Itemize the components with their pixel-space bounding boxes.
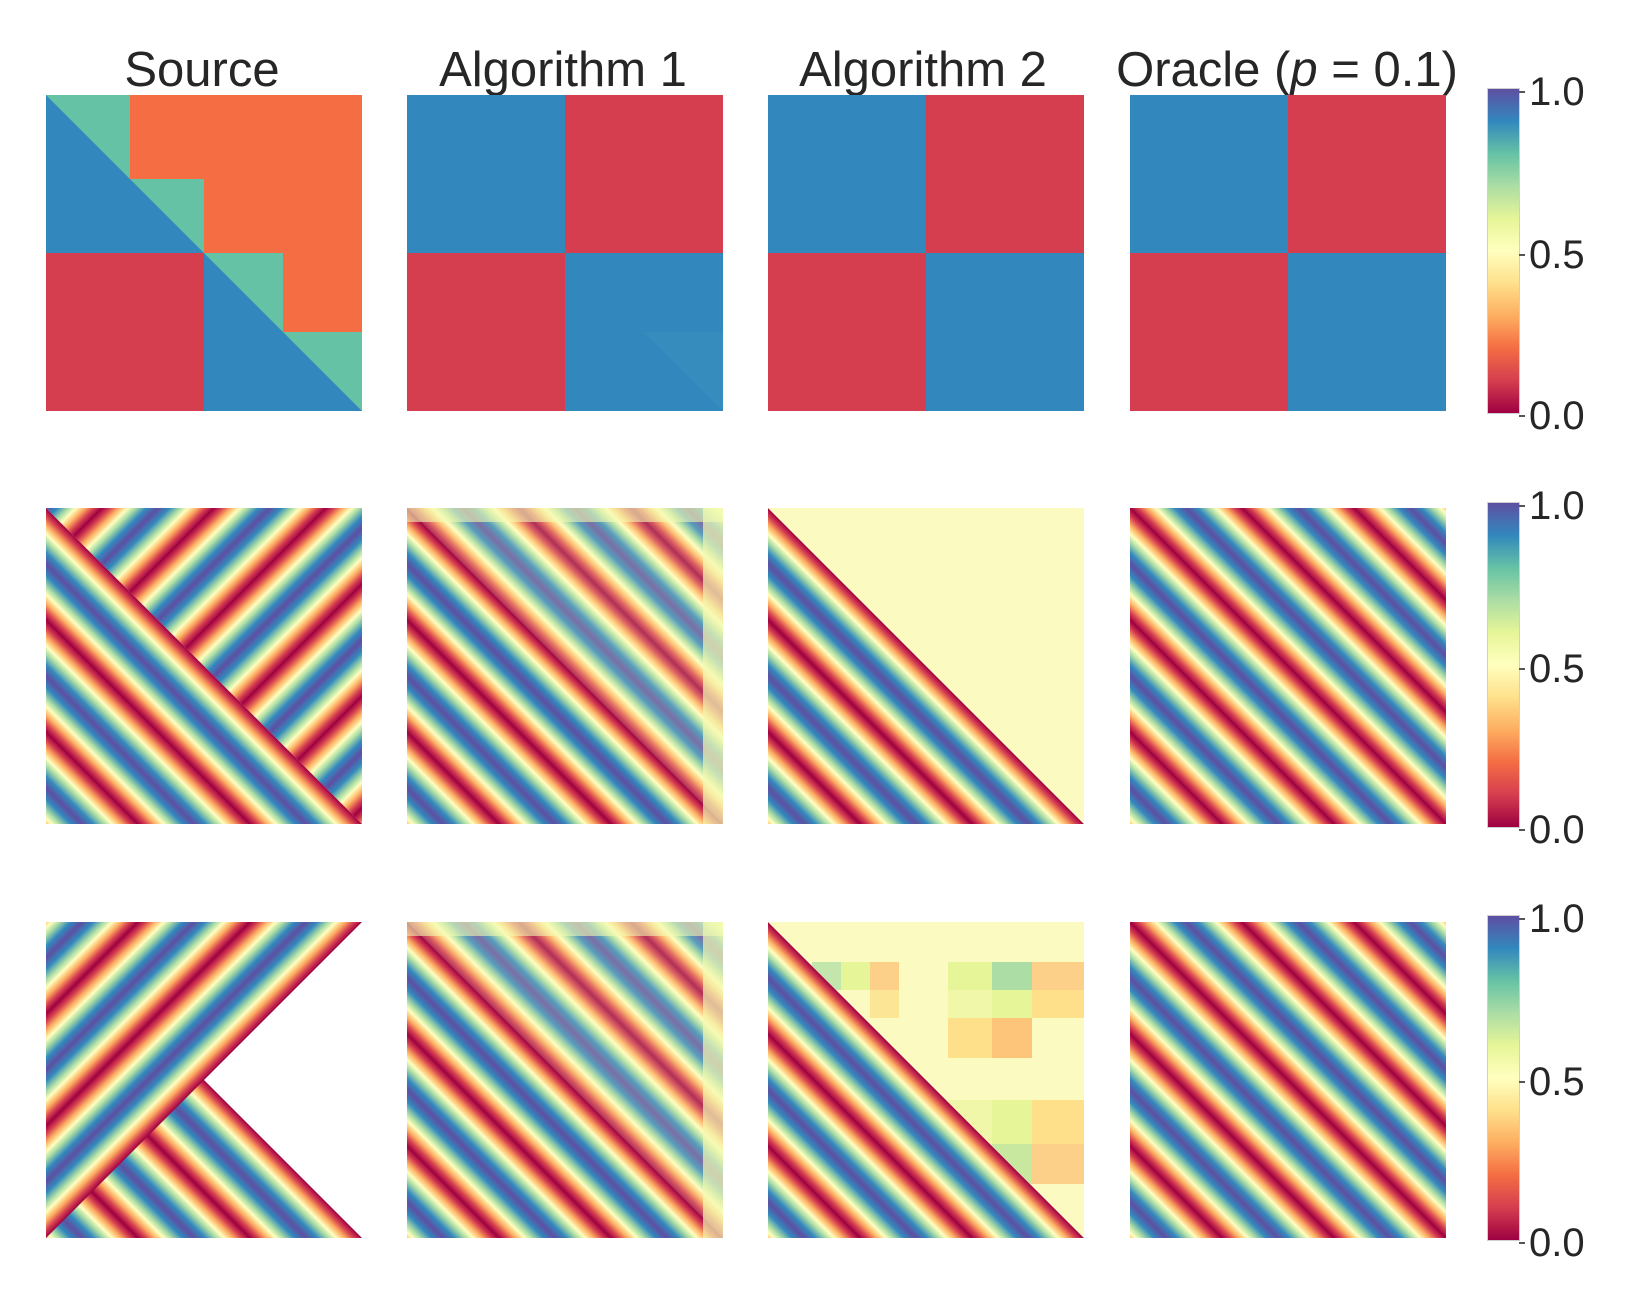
colorbar-1-tick-mid: 0.5	[1519, 235, 1585, 275]
colorbar-3-tick-top: 1.0	[1519, 899, 1585, 939]
colorbar-1-tick-top: 1.0	[1519, 72, 1585, 112]
column-title-algorithm-2: Algorithm 2	[799, 43, 1047, 97]
heatmap-algorithm2-block	[768, 95, 1084, 411]
oracle-title-suffix: = 0.1)	[1317, 43, 1458, 97]
colorbar-row-2	[1487, 502, 1520, 828]
colorbar-3-tick-bottom: 0.0	[1519, 1223, 1585, 1263]
heatmap-oracle-sinusoid-1	[1130, 508, 1446, 824]
colorbar-2-tick-top: 1.0	[1519, 486, 1585, 526]
colorbar-row-3	[1487, 915, 1520, 1241]
colorbar-row-1	[1487, 88, 1520, 414]
heatmap-algorithm2-sinusoid-2	[768, 922, 1084, 1238]
column-title-source: Source	[124, 43, 280, 97]
heatmap-source-block	[46, 95, 362, 411]
heatmap-algorithm1-sinusoid-2	[407, 922, 723, 1238]
heatmap-algorithm1-block	[407, 95, 723, 411]
colorbar-3-tick-mid: 0.5	[1519, 1062, 1585, 1102]
heatmap-algorithm1-sinusoid-1	[407, 508, 723, 824]
colorbar-1-tick-bottom: 0.0	[1519, 396, 1585, 436]
oracle-title-prefix: Oracle (	[1116, 43, 1291, 97]
heatmap-source-sinusoid-2	[46, 922, 362, 1238]
colorbar-2-tick-bottom: 0.0	[1519, 810, 1585, 850]
column-title-oracle: Oracle (p = 0.1)	[1097, 40, 1477, 100]
heatmap-oracle-block	[1130, 95, 1446, 411]
heatmap-algorithm2-sinusoid-1	[768, 508, 1084, 824]
column-title-algorithm-1: Algorithm 1	[439, 43, 687, 97]
colorbar-2-tick-mid: 0.5	[1519, 649, 1585, 689]
heatmap-source-sinusoid-1	[46, 508, 362, 824]
heatmap-oracle-sinusoid-2	[1130, 922, 1446, 1238]
oracle-title-var: p	[1290, 43, 1318, 97]
